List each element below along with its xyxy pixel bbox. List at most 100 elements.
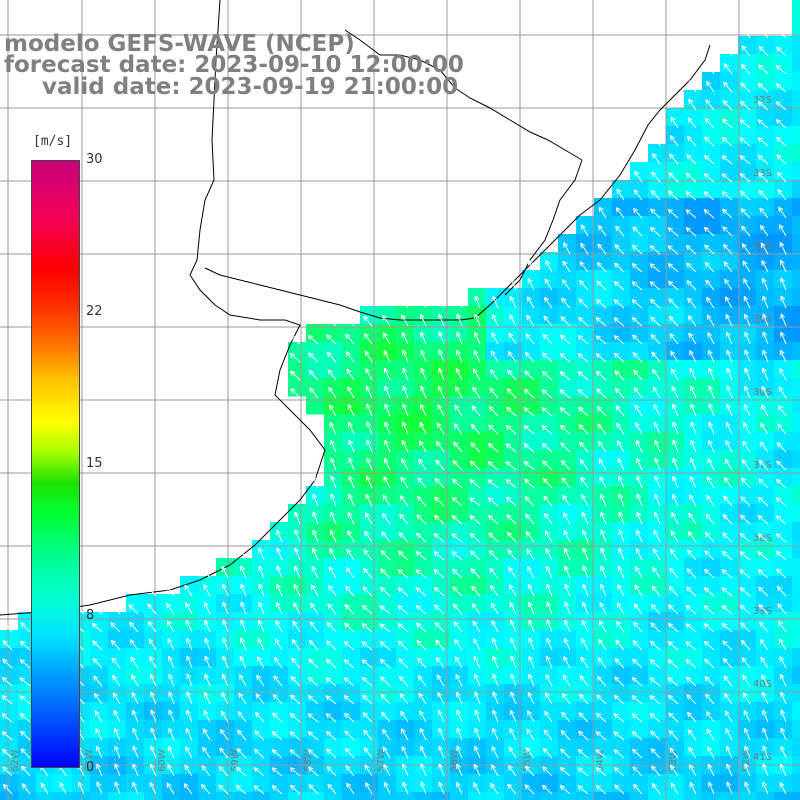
ocean-cell [414,486,433,505]
wind-arrow [577,748,589,759]
ocean-cell [612,558,631,577]
ocean-cell [540,468,559,487]
latitude-label: 38S [753,533,772,544]
ocean-cell [468,486,487,505]
ocean-cell [702,144,721,163]
wind-arrow [776,171,787,183]
ocean-cell [306,594,325,613]
wind-arrow [723,261,733,273]
wind-arrow [363,315,373,327]
wind-arrow [775,64,787,75]
wind-arrow [148,638,157,651]
wind-arrow [364,530,373,543]
ocean-cell [594,360,613,379]
wind-arrow [721,136,733,147]
ocean-cell [666,648,685,667]
wind-arrow [761,674,769,687]
wind-arrow [290,370,301,381]
wind-arrow [778,638,787,651]
wind-arrow [631,676,643,687]
ocean-cell [144,612,163,631]
wind-arrow [614,658,625,669]
ocean-cell [90,720,109,739]
wind-arrow [726,763,733,777]
wind-arrow [545,655,553,669]
ocean-cell [414,630,433,649]
ocean-cell [540,342,559,361]
ocean-cell [756,774,775,793]
wind-arrow [253,785,265,795]
wind-arrow [581,511,589,525]
wind-arrow [631,281,643,291]
wind-arrow [613,694,625,705]
wind-arrow [559,371,571,381]
wind-arrow [739,155,751,165]
latitude-label: 34S [753,241,772,252]
ocean-cell [576,792,595,800]
wind-arrow [762,745,769,759]
ocean-cell [468,522,487,541]
ocean-cell [666,270,685,289]
wind-arrow [686,694,697,705]
wind-arrow [240,637,247,651]
wind-arrow [725,421,733,435]
wind-arrow [650,730,661,741]
ocean-cell [306,378,325,397]
ocean-cell [612,612,631,631]
ocean-cell [558,720,577,739]
wind-arrow [343,695,355,705]
wind-arrow [672,421,679,435]
wind-arrow [325,713,337,723]
ocean-cell [198,738,217,757]
ocean-cell [774,396,793,415]
ocean-cell [612,288,631,307]
wind-arrow [329,439,337,453]
wind-arrow [381,711,391,723]
ocean-cell [756,216,775,235]
wind-arrow [744,745,751,759]
ocean-cell [648,414,667,433]
wind-arrow [202,566,211,579]
ocean-cell [576,234,595,253]
wind-arrow [650,748,661,759]
wind-arrow [722,243,733,255]
wind-arrow [509,295,517,309]
ocean-cell [612,792,631,800]
wind-arrow [580,476,589,489]
ocean-cell [774,54,793,73]
ocean-cell [144,630,163,649]
wind-arrow [721,173,733,183]
ocean-cell [774,486,793,505]
ocean-cell [216,792,235,800]
ocean-cell [414,612,433,631]
wind-arrow [452,586,463,597]
colorbar-tick-0: 0 [86,760,95,775]
ocean-cell [612,216,631,235]
wind-arrow [651,351,661,363]
wind-arrow [577,353,589,363]
wind-arrow [546,583,553,597]
ocean-cell [612,468,631,487]
wind-arrow [185,746,193,759]
wind-arrow [473,350,481,363]
wind-arrow [597,657,607,669]
wind-arrow [203,584,211,597]
ocean-cell [486,468,505,487]
wind-arrow [564,619,571,633]
wind-arrow [419,313,427,327]
ocean-cell [162,738,181,757]
ocean-cell [270,594,289,613]
ocean-cell [774,612,793,631]
ocean-cell [738,414,757,433]
wind-arrow [650,622,661,633]
wind-arrow [343,659,355,669]
wind-arrow [744,313,751,327]
wind-arrow [596,280,607,291]
ocean-cell [324,414,343,433]
wind-arrow [204,619,211,633]
wind-arrow [167,638,175,651]
wind-arrow [510,619,517,633]
ocean-cell [270,792,289,800]
wind-arrow [435,639,445,651]
wind-arrow [272,712,283,723]
